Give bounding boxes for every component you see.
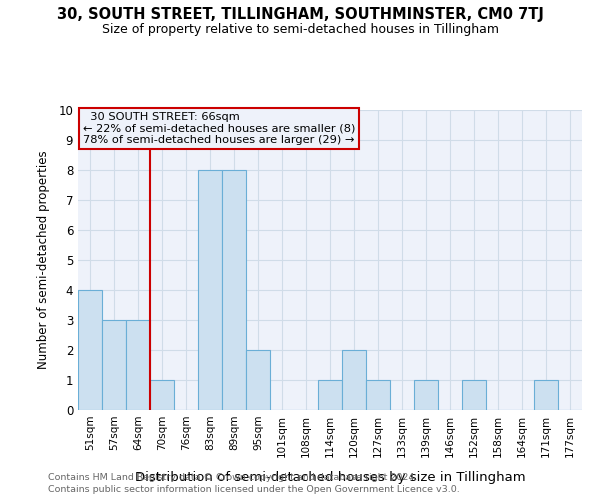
Bar [462, 380, 486, 410]
Bar [318, 380, 342, 410]
Y-axis label: Number of semi-detached properties: Number of semi-detached properties [37, 150, 50, 370]
Bar [150, 380, 174, 410]
Bar [366, 380, 390, 410]
Text: Size of property relative to semi-detached houses in Tillingham: Size of property relative to semi-detach… [101, 22, 499, 36]
Bar [102, 320, 126, 410]
Bar [414, 380, 438, 410]
Text: Contains HM Land Registry data © Crown copyright and database right 2024.: Contains HM Land Registry data © Crown c… [48, 472, 418, 482]
Bar [198, 170, 222, 410]
Bar [246, 350, 270, 410]
Bar [222, 170, 246, 410]
Text: 30, SOUTH STREET, TILLINGHAM, SOUTHMINSTER, CM0 7TJ: 30, SOUTH STREET, TILLINGHAM, SOUTHMINST… [56, 8, 544, 22]
Text: 30 SOUTH STREET: 66sqm
← 22% of semi-detached houses are smaller (8)
78% of semi: 30 SOUTH STREET: 66sqm ← 22% of semi-det… [83, 112, 355, 144]
Bar [126, 320, 150, 410]
Bar [534, 380, 558, 410]
Bar [78, 290, 102, 410]
Text: Contains public sector information licensed under the Open Government Licence v3: Contains public sector information licen… [48, 485, 460, 494]
X-axis label: Distribution of semi-detached houses by size in Tillingham: Distribution of semi-detached houses by … [134, 471, 526, 484]
Bar [342, 350, 366, 410]
